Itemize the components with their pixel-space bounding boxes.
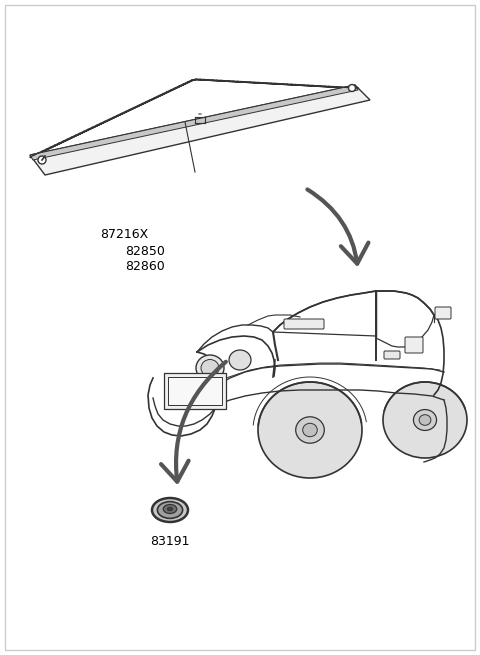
Polygon shape (30, 85, 358, 160)
Text: 82850: 82850 (125, 245, 165, 258)
Ellipse shape (383, 382, 467, 458)
Ellipse shape (229, 350, 251, 370)
Text: 83191: 83191 (150, 535, 190, 548)
FancyBboxPatch shape (168, 377, 222, 405)
Text: 87216X: 87216X (100, 228, 148, 241)
Ellipse shape (348, 84, 356, 92)
Ellipse shape (296, 417, 324, 443)
Ellipse shape (157, 502, 182, 518)
Ellipse shape (38, 156, 46, 164)
FancyArrowPatch shape (307, 189, 369, 264)
Ellipse shape (258, 382, 362, 478)
FancyArrowPatch shape (161, 362, 226, 481)
Ellipse shape (163, 504, 177, 514)
FancyBboxPatch shape (164, 373, 226, 409)
Ellipse shape (196, 355, 224, 381)
FancyBboxPatch shape (284, 319, 324, 329)
Ellipse shape (152, 498, 188, 522)
FancyBboxPatch shape (435, 307, 451, 319)
Ellipse shape (303, 423, 317, 437)
Ellipse shape (201, 360, 219, 377)
Ellipse shape (168, 507, 173, 511)
FancyBboxPatch shape (384, 351, 400, 359)
FancyBboxPatch shape (405, 337, 423, 353)
Ellipse shape (413, 409, 436, 430)
Text: 82860: 82860 (125, 260, 165, 273)
Ellipse shape (419, 415, 431, 425)
Polygon shape (30, 85, 370, 175)
